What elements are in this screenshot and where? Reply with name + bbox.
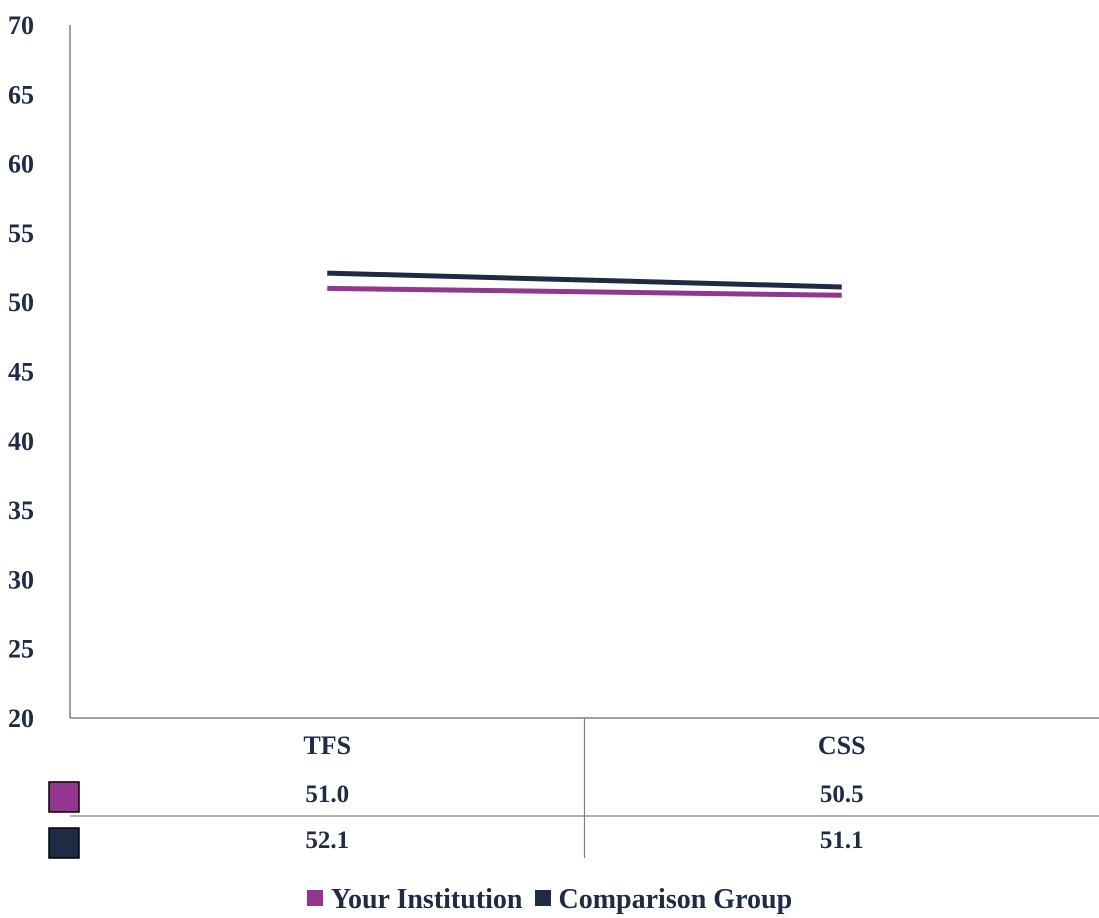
legend-swatch (306, 890, 323, 906)
x-category-label: TFS (303, 731, 351, 760)
x-category-label: CSS (818, 731, 866, 760)
series-line (327, 270, 842, 290)
legend-item: Comparison Group (534, 884, 793, 916)
series-lines (327, 270, 842, 298)
data-table-grid (70, 718, 1099, 858)
table-value-cell: 50.5 (820, 781, 864, 808)
y-axis-ticks: 20 25 30 35 40 45 50 55 60 65 70 (8, 11, 34, 733)
y-tick-label: 35 (8, 496, 34, 525)
legend-item: Your Institution (306, 884, 523, 916)
table-series-swatch (48, 781, 80, 813)
legend: Your Institution Comparison Group (0, 884, 1099, 916)
table-value-cell: 51.0 (305, 781, 349, 808)
data-table: 51.0 50.5 52.1 51.1 (48, 781, 864, 859)
table-value-cell: 51.1 (820, 827, 864, 854)
y-tick-label: 30 (8, 565, 34, 594)
y-tick-label: 25 (8, 635, 34, 664)
category-labels: TFS CSS (303, 731, 865, 760)
series-line (327, 285, 842, 298)
table-series-swatch (48, 827, 80, 859)
line-chart: 20 25 30 35 40 45 50 55 60 65 70 TFS CSS 51.0 50.5 52… (8, 11, 1099, 859)
y-tick-label: 20 (8, 704, 34, 733)
y-tick-label: 40 (8, 427, 34, 456)
y-tick-label: 45 (8, 358, 34, 387)
legend-swatch (534, 890, 551, 906)
legend-label: Comparison Group (558, 884, 793, 915)
legend-label: Your Institution (330, 884, 523, 915)
y-tick-label: 65 (8, 80, 34, 109)
y-tick-label: 60 (8, 150, 34, 179)
y-tick-label: 50 (8, 288, 34, 317)
y-tick-label: 55 (8, 219, 34, 248)
y-tick-label: 70 (8, 11, 34, 40)
table-value-cell: 52.1 (305, 827, 349, 854)
